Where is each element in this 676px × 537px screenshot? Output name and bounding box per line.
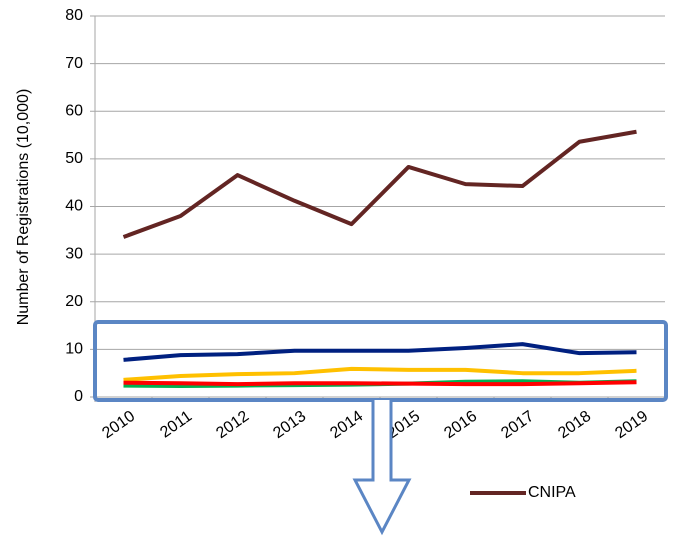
- x-tick-label: 2013: [270, 408, 309, 442]
- data-line: [123, 366, 637, 382]
- y-tick-label: 80: [65, 7, 83, 24]
- down-arrow: [352, 400, 412, 536]
- x-tick-label: 2017: [498, 408, 537, 442]
- plot-area: 0 10 20 30 40 50 60 70 80 2010 2011 2012 2013 2014 201…: [65, 7, 665, 442]
- y-tick-label: 20: [65, 293, 83, 310]
- x-tick-label: 2014: [327, 408, 366, 442]
- y-tick-label: 50: [65, 150, 83, 167]
- y-tick-label: 70: [65, 55, 83, 72]
- x-tick-label: 2011: [157, 408, 195, 442]
- y-tick-label: 0: [74, 388, 83, 405]
- x-tick-label: 2019: [612, 408, 651, 442]
- x-tick-label: 2012: [213, 408, 252, 442]
- x-tick-label: 2010: [99, 408, 138, 442]
- x-tick-label: 2018: [555, 408, 594, 442]
- y-tick-label: 60: [65, 102, 83, 119]
- data-line: [123, 380, 637, 387]
- x-tick-label: 2016: [441, 408, 480, 442]
- data-line: [123, 342, 637, 362]
- y-axis-label: Number of Registrations (10,000): [15, 89, 32, 326]
- highlight-box: [93, 320, 668, 402]
- legend-label: CNIPA: [528, 484, 576, 501]
- y-tick-label: 40: [65, 198, 83, 215]
- y-tick-label: 30: [65, 245, 83, 262]
- data-line: [122, 129, 637, 239]
- y-tick-label: 10: [65, 341, 83, 358]
